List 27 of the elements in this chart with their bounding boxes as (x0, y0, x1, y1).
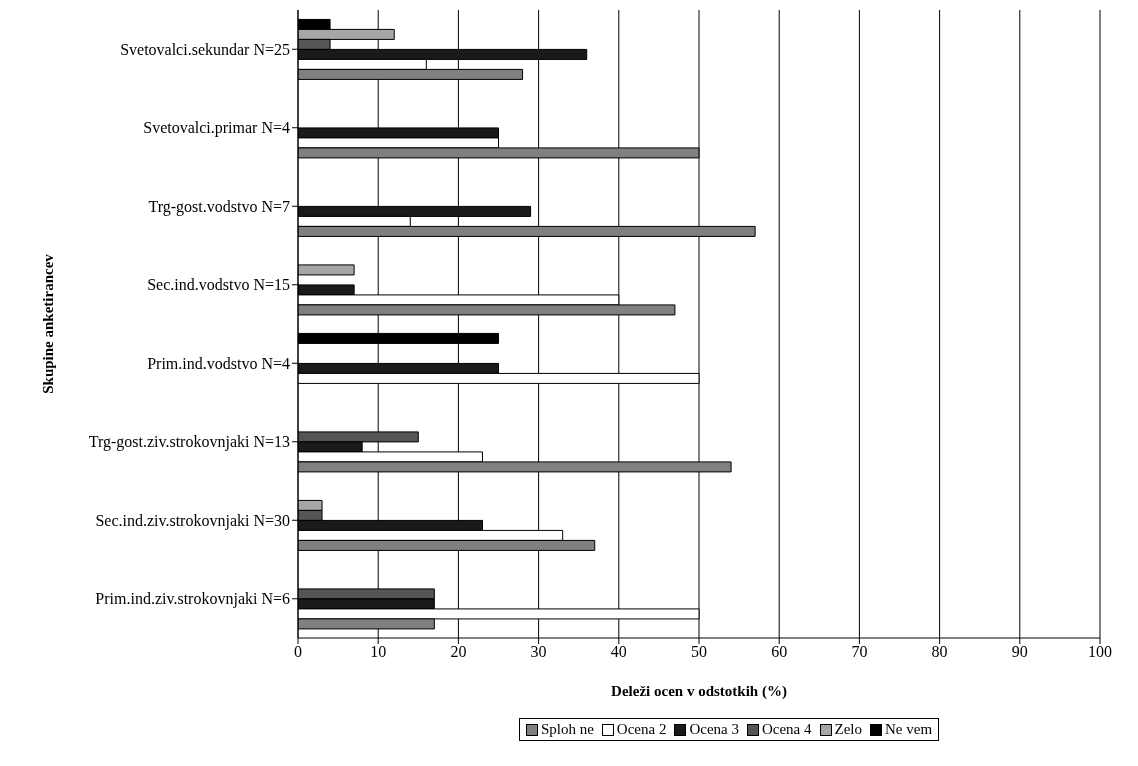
x-tick-label: 20 (450, 643, 467, 661)
x-tick-label: 60 (771, 643, 788, 661)
legend-label: Ocena 4 (760, 721, 812, 738)
x-tick-label: 90 (1011, 643, 1028, 661)
x-tick-label: 30 (530, 643, 547, 661)
x-axis-title: Deleži ocen v odstotkih (%) (611, 683, 787, 700)
y-tick-label: Prim.ind.ziv.strokovnjaki N=6 (95, 590, 290, 609)
x-tick-label: 50 (691, 643, 707, 661)
y-tick-label: Sec.ind.ziv.strokovnjaki N=30 (95, 511, 290, 530)
x-tick-label: 80 (931, 643, 948, 661)
x-tick-label: 10 (370, 643, 387, 661)
legend-label: Ocena 3 (688, 721, 739, 738)
y-tick-label: Trg-gost.vodstvo N=7 (148, 197, 290, 216)
y-tick-label: Sec.ind.vodstvo N=15 (147, 276, 290, 294)
y-tick-label: Trg-gost.ziv.strokovnjaki N=13 (88, 433, 290, 452)
legend-label: Ocena 2 (615, 721, 667, 738)
legend-label: Zelo (833, 721, 863, 738)
y-tick-label: Svetovalci.sekundar N=25 (120, 40, 290, 58)
x-tick-label: 0 (294, 643, 302, 661)
x-tick-label: 100 (1088, 643, 1112, 661)
x-tick-label: 40 (610, 643, 627, 661)
x-tick-label: 70 (851, 643, 868, 661)
legend-label: Sploh ne (539, 721, 594, 738)
y-tick-label: Prim.ind.vodstvo N=4 (147, 354, 290, 372)
legend-label: Ne vem (884, 721, 933, 738)
y-axis-title: Skupine anketirancev (40, 253, 57, 394)
y-tick-label: Svetovalci.primar N=4 (143, 119, 290, 138)
